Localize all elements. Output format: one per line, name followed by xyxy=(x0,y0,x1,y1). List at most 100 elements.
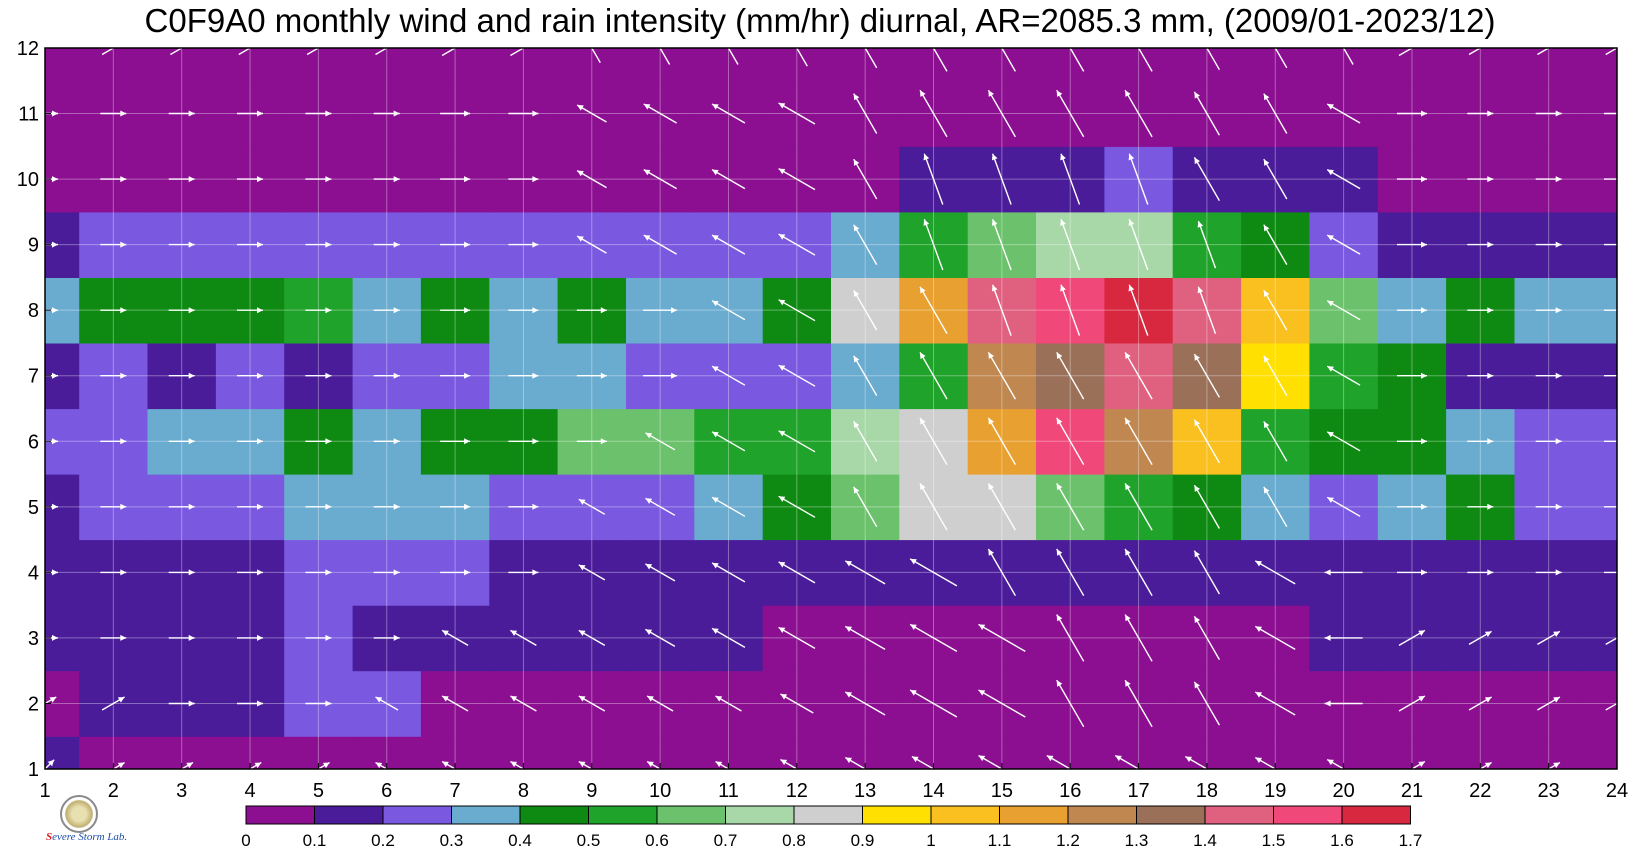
wind-arrow xyxy=(715,695,742,712)
wind-arrow xyxy=(101,696,125,711)
wind-arrow xyxy=(1124,483,1153,531)
x-tick-label: 5 xyxy=(313,780,324,802)
wind-arrow xyxy=(643,103,677,124)
x-tick-label: 22 xyxy=(1469,780,1491,802)
colorbar-label: 1 xyxy=(926,831,935,850)
x-tick-label: 10 xyxy=(649,780,671,802)
wind-arrow xyxy=(100,307,127,314)
wind-arrow xyxy=(168,438,195,445)
wind-arrow xyxy=(1467,438,1494,445)
wind-arrow xyxy=(1124,89,1153,138)
rain-cell xyxy=(215,48,285,82)
wind-arrow xyxy=(1128,284,1149,336)
wind-arrow xyxy=(1056,614,1085,662)
x-tick-label: 23 xyxy=(1538,780,1560,802)
wind-arrow xyxy=(1478,761,1492,769)
wind-arrow xyxy=(1604,440,1617,442)
colorbar-label: 0.3 xyxy=(440,831,464,850)
wind-arrow xyxy=(1193,91,1221,136)
wind-arrow xyxy=(45,110,58,117)
colorbar-label: 1.1 xyxy=(988,831,1012,850)
wind-arrow xyxy=(1467,307,1494,314)
wind-arrow xyxy=(853,486,878,528)
wind-arrow xyxy=(100,241,127,248)
rain-cell xyxy=(1446,48,1515,82)
wind-arrow xyxy=(168,569,195,576)
colorbar-swatch xyxy=(1341,805,1411,825)
wind-arrow xyxy=(100,503,127,510)
wind-arrow xyxy=(853,355,878,396)
wind-arrow xyxy=(316,761,330,769)
wind-arrow xyxy=(1197,220,1217,269)
wind-arrow xyxy=(576,372,607,379)
colorbar-label: 0.2 xyxy=(371,831,395,850)
wind-arrow xyxy=(45,241,58,248)
x-tick-label: 12 xyxy=(786,780,808,802)
wind-arrow xyxy=(373,438,400,445)
wind-arrow xyxy=(780,758,799,769)
wind-arrow xyxy=(305,307,332,314)
wind-arrow xyxy=(248,761,262,769)
wind-arrow xyxy=(305,241,332,248)
wind-arrow xyxy=(780,693,814,714)
wind-arrow xyxy=(578,760,594,769)
logo-text: Severe Storm Lab. xyxy=(46,831,128,843)
x-tick-label: 17 xyxy=(1127,780,1149,802)
wind-arrow xyxy=(168,634,195,641)
wind-arrow xyxy=(987,417,1017,466)
wind-arrow xyxy=(991,153,1012,205)
wind-arrow xyxy=(911,755,935,769)
wind-arrow xyxy=(711,365,746,386)
x-tick-label: 15 xyxy=(991,780,1013,802)
wind-arrow xyxy=(1128,153,1149,205)
colorbar-swatch xyxy=(656,805,726,825)
wind-arrow xyxy=(1193,419,1221,464)
wind-arrow xyxy=(643,234,677,255)
wind-arrow xyxy=(1263,224,1288,265)
wind-arrow xyxy=(440,307,471,314)
rain-intensity-field xyxy=(45,48,1617,769)
colorbar-label: 1.3 xyxy=(1125,831,1149,850)
wind-arrow xyxy=(844,560,886,585)
wind-arrow xyxy=(643,168,677,190)
colorbar-swatch xyxy=(793,805,863,825)
x-tick-label: 2 xyxy=(108,780,119,802)
wind-arrow xyxy=(1605,48,1617,56)
wind-arrow xyxy=(441,760,457,769)
wind-arrow xyxy=(778,102,816,125)
wind-arrow xyxy=(1342,48,1354,65)
wind-arrow xyxy=(440,372,471,379)
wind-arrow xyxy=(1263,486,1288,528)
wind-arrow xyxy=(909,623,958,653)
wind-arrow xyxy=(853,158,878,200)
wind-arrow xyxy=(45,307,58,314)
wind-arrow xyxy=(1326,168,1361,190)
wind-arrow xyxy=(1184,755,1209,769)
wind-arrow xyxy=(1547,761,1561,769)
wind-arrow xyxy=(1056,89,1085,138)
wind-arrow xyxy=(510,48,525,57)
wind-arrow xyxy=(375,761,389,769)
wind-arrow xyxy=(440,569,471,576)
wind-arrow xyxy=(1326,300,1361,321)
wind-arrow xyxy=(645,497,676,516)
wind-arrow xyxy=(508,372,539,379)
rain-cell xyxy=(1582,736,1617,769)
wind-arrow xyxy=(45,372,58,379)
wind-arrow xyxy=(1046,754,1072,769)
wind-arrow xyxy=(778,430,816,453)
wind-arrow xyxy=(1197,286,1217,334)
wind-arrow xyxy=(1324,569,1363,576)
wind-arrow xyxy=(778,364,816,387)
x-tick-label: 1 xyxy=(39,780,50,802)
wind-arrow xyxy=(440,176,471,183)
wind-arrow xyxy=(576,169,607,189)
wind-arrow xyxy=(1124,351,1153,400)
x-tick-label: 24 xyxy=(1606,780,1628,802)
wind-arrow xyxy=(711,168,746,190)
wind-arrow xyxy=(508,307,539,314)
rain-cell xyxy=(1172,48,1242,82)
x-tick-label: 20 xyxy=(1332,780,1354,802)
wind-arrow xyxy=(237,503,263,510)
x-tick-label: 13 xyxy=(854,780,876,802)
